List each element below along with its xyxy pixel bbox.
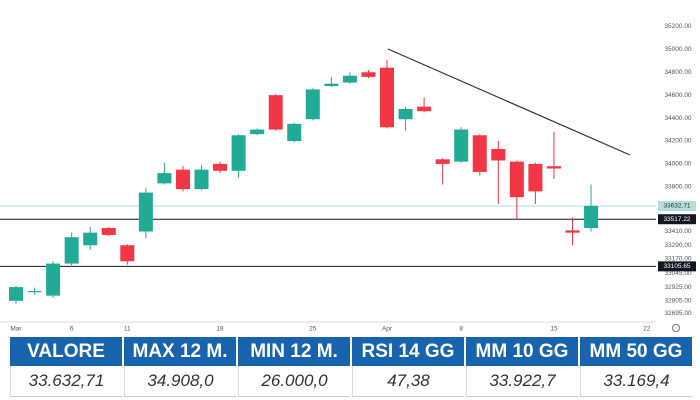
candle-body bbox=[454, 129, 469, 162]
y-tick-label: 32695.00 bbox=[664, 310, 691, 317]
value-cell: 26.000,0 bbox=[238, 366, 350, 397]
candle-body bbox=[287, 123, 302, 142]
x-tick-label: 11 bbox=[124, 326, 131, 333]
candle-body bbox=[64, 237, 79, 264]
value-cell: 34.908,0 bbox=[124, 366, 236, 397]
y-tick-label: 32805.00 bbox=[664, 298, 691, 305]
candle-body bbox=[268, 95, 283, 130]
candle-body bbox=[101, 228, 116, 235]
y-tick-label: 34600.00 bbox=[664, 92, 691, 99]
x-tick-label: 6 bbox=[70, 326, 74, 333]
candle-body bbox=[398, 108, 413, 120]
candle-body bbox=[528, 163, 543, 192]
y-tick-label: 33410.00 bbox=[664, 228, 691, 235]
value-cell: 47,38 bbox=[352, 366, 464, 397]
candle-body bbox=[565, 230, 580, 233]
x-tick-label: 18 bbox=[216, 326, 224, 333]
price-label: 33632.71 bbox=[663, 203, 690, 210]
candle-body bbox=[584, 205, 599, 229]
value-cell: 33.169,4 bbox=[580, 366, 692, 397]
x-tick-label: 15 bbox=[550, 326, 558, 333]
candle-body bbox=[380, 67, 394, 128]
candle-body bbox=[9, 287, 23, 301]
candle-body bbox=[472, 135, 487, 172]
header-cell: RSI 14 GG bbox=[352, 337, 464, 366]
x-tick-label: 22 bbox=[643, 326, 651, 333]
candle-body bbox=[361, 72, 376, 77]
candle-body bbox=[27, 291, 42, 293]
candle-body bbox=[305, 89, 320, 120]
header-cell: MM 10 GG bbox=[466, 337, 578, 366]
candle-body bbox=[83, 232, 98, 246]
y-tick-label: 35200.00 bbox=[664, 23, 691, 30]
y-tick-label: 33290.00 bbox=[664, 242, 691, 249]
x-tick-label: 8 bbox=[459, 326, 463, 333]
candle-body bbox=[175, 169, 190, 190]
header-cell: MAX 12 M. bbox=[124, 337, 236, 366]
y-tick-label: 32925.00 bbox=[664, 284, 691, 291]
value-cell: 33.922,7 bbox=[466, 366, 578, 397]
candle-body bbox=[342, 75, 357, 83]
y-tick-label: 34400.00 bbox=[664, 115, 691, 122]
candle-body bbox=[138, 192, 153, 232]
value-cell: 33.632,71 bbox=[10, 366, 122, 397]
y-tick-label: 34200.00 bbox=[664, 138, 691, 145]
chart: 35200.00 35000.00 34800.00 34600.00 34400.00… bbox=[0, 23, 696, 333]
price-label: 33105.65 bbox=[663, 263, 690, 270]
y-tick-label: 33800.00 bbox=[664, 184, 691, 191]
x-tick-label: Mar bbox=[10, 326, 22, 333]
candle-body bbox=[250, 129, 265, 135]
price-label-box bbox=[658, 200, 696, 211]
settings-icon[interactable] bbox=[672, 324, 680, 332]
candle-body bbox=[509, 161, 524, 198]
candle-body bbox=[120, 245, 135, 262]
candle-body bbox=[157, 173, 172, 184]
candle-body bbox=[491, 149, 506, 161]
price-label-box bbox=[658, 261, 696, 272]
candle-body bbox=[231, 135, 246, 171]
price-label: 33517.22 bbox=[663, 216, 690, 223]
y-tick-label: 33170.00 bbox=[664, 256, 691, 263]
trend-line bbox=[387, 48, 631, 156]
candle-body bbox=[435, 159, 450, 164]
price-label-box bbox=[658, 214, 696, 225]
x-tick-label: Apr bbox=[382, 326, 393, 333]
x-tick-label: 25 bbox=[309, 326, 317, 333]
candle-body bbox=[546, 166, 561, 169]
y-tick-label: 34800.00 bbox=[664, 69, 691, 76]
candle-body bbox=[46, 263, 61, 296]
candle-body bbox=[194, 169, 209, 190]
candle-body bbox=[417, 106, 432, 112]
y-tick-label: 33045.00 bbox=[664, 270, 691, 277]
candle-body bbox=[324, 83, 339, 87]
header-cell: MIN 12 M. bbox=[238, 337, 350, 366]
header-cell: MM 50 GG bbox=[580, 337, 692, 366]
header-cell: VALORE bbox=[10, 337, 122, 366]
y-tick-label: 34000.00 bbox=[664, 161, 691, 168]
stats-table: VALORE MAX 12 M. MIN 12 M. RSI 14 GG MM 10 G… bbox=[10, 337, 692, 397]
y-tick-label: 35000.00 bbox=[664, 46, 691, 53]
candle-body bbox=[213, 163, 228, 171]
